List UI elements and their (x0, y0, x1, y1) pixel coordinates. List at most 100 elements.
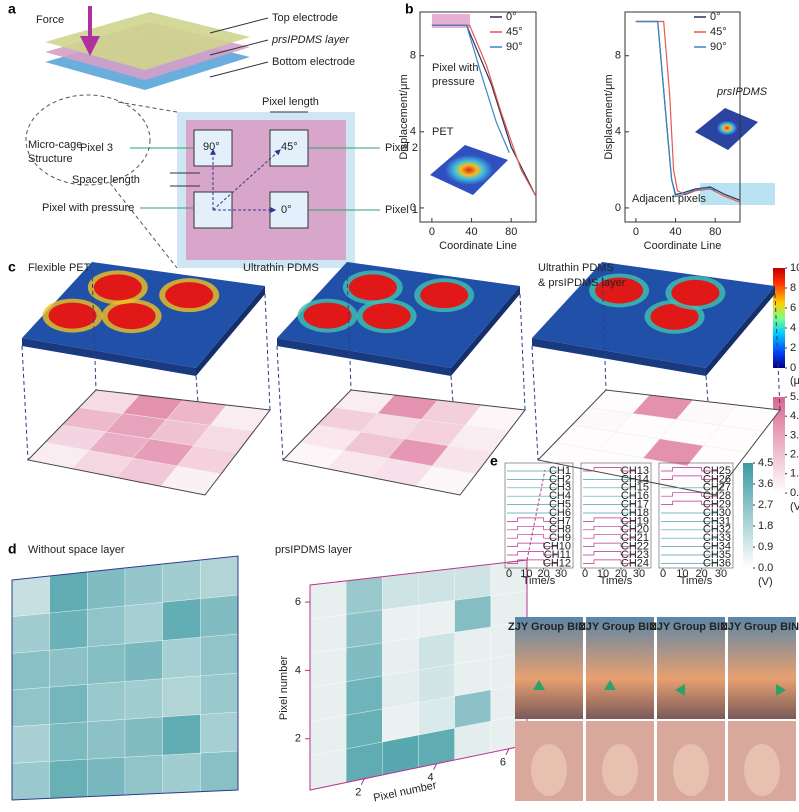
heatmap-cell (309, 580, 347, 620)
x-tick-label: 40 (465, 226, 477, 238)
label: Force (36, 14, 64, 26)
channel-label: CH24 (621, 557, 649, 569)
guide (276, 345, 284, 461)
plate-side (451, 286, 520, 376)
guide (531, 345, 539, 461)
channel-label: CH31 (703, 515, 731, 527)
label: Pixel with pressure (42, 202, 134, 214)
channel-label: CH12 (543, 557, 571, 569)
trace (583, 542, 635, 547)
legend-label: 90° (710, 41, 727, 53)
x-tick (360, 778, 365, 785)
map-title: Ultrathin PDMS (243, 262, 319, 274)
map-title: & prsIPDMS layer (538, 277, 626, 289)
label: Pixel 2 (385, 142, 418, 154)
channel-label: CH35 (703, 549, 731, 561)
channel-label: CH34 (703, 541, 731, 553)
x-tick-label: 40 (669, 226, 681, 238)
deformation (650, 303, 699, 330)
cbar-label: 0.0 (790, 487, 799, 499)
heatmap-cell (346, 642, 383, 682)
cbar-label: 4.5 (758, 457, 773, 469)
label: Micro-cage (28, 139, 82, 151)
heatmap-cell (49, 721, 88, 762)
x-tick-label: 10 (520, 568, 532, 580)
channel-label: CH32 (703, 524, 731, 536)
finger (531, 744, 567, 796)
legend-label: 45° (506, 26, 523, 38)
trace (507, 559, 557, 564)
map-frame (536, 389, 781, 496)
heatmap-cell (162, 714, 201, 756)
label: pressure (432, 76, 475, 88)
heatmap-cell (454, 658, 491, 697)
channel-label: CH18 (621, 507, 649, 519)
cbar-label: 8 (790, 282, 796, 294)
label: Pixel 3 (80, 142, 113, 154)
heatmap-cell (162, 637, 201, 679)
heatmap-cell (49, 684, 88, 725)
heatmap-cell (124, 754, 163, 796)
x-axis-label: Time/s (680, 575, 713, 587)
deformation (595, 277, 644, 304)
heatmap-cell (200, 711, 239, 754)
arrow (675, 684, 685, 696)
deformation (348, 274, 397, 301)
deformation (303, 302, 352, 329)
channel-label: CH19 (621, 515, 649, 527)
heatmap-cell (454, 595, 491, 633)
colorbar (743, 463, 753, 568)
trace-frame (580, 462, 652, 569)
pixel (193, 129, 233, 167)
channel-label: CH5 (549, 499, 571, 511)
heatmap-cell (11, 724, 50, 764)
guide (21, 345, 29, 461)
y-tick-label: 4 (295, 664, 301, 676)
game-title: ZJY Group BINN (579, 621, 665, 633)
layer-stack (25, 6, 380, 269)
heatmap-cell (309, 681, 347, 722)
map-title: Ultrathin PDMS (538, 262, 614, 274)
trace (507, 525, 557, 531)
heatmap-cell (454, 626, 491, 665)
x-tick-label: 80 (505, 226, 517, 238)
heatmap-cell (49, 571, 88, 614)
heatmap-cell (418, 632, 455, 671)
prs-inset (695, 108, 758, 150)
x-axis-label: Time/s (523, 575, 556, 587)
x-tick-label: 20 (696, 568, 708, 580)
panel-label: d (8, 541, 17, 557)
channel-label: CH36 (703, 557, 731, 569)
heatmap-cell (11, 612, 50, 654)
cbar-label: 3.0 (790, 429, 799, 441)
x-tick-label: 0 (660, 568, 666, 580)
heatmap-cell (124, 678, 163, 720)
label: 90° (203, 141, 220, 153)
y-tick-label: 8 (410, 50, 416, 62)
inset-heat (445, 155, 493, 185)
heatmap-cell (11, 761, 50, 801)
heatmap-cell (418, 600, 455, 638)
heatmap-cell (346, 708, 383, 750)
deformation (362, 303, 411, 330)
heatmap-cell (382, 604, 419, 643)
label: prsIPDMS (716, 86, 768, 98)
heatmap-cell (49, 759, 88, 799)
x-tick-label: 6 (500, 757, 506, 769)
deformation (165, 282, 214, 309)
heatmap-cell (124, 563, 163, 606)
cbar-unit: (μm) (790, 375, 799, 387)
x-tick-label: 30 (715, 568, 727, 580)
trace-frame (658, 462, 734, 569)
deformation (93, 274, 142, 301)
y-tick-label: 4 (410, 126, 416, 138)
heatmap-cell (87, 605, 126, 648)
cbar-label: 6 (790, 302, 796, 314)
finger (602, 744, 638, 796)
label: Spacer length (72, 174, 140, 186)
heatmap-cell (87, 643, 126, 685)
heatmap-cell (346, 675, 383, 716)
channel-label: CH30 (703, 507, 731, 519)
trace (583, 525, 635, 531)
channel-label: CH23 (621, 549, 649, 561)
